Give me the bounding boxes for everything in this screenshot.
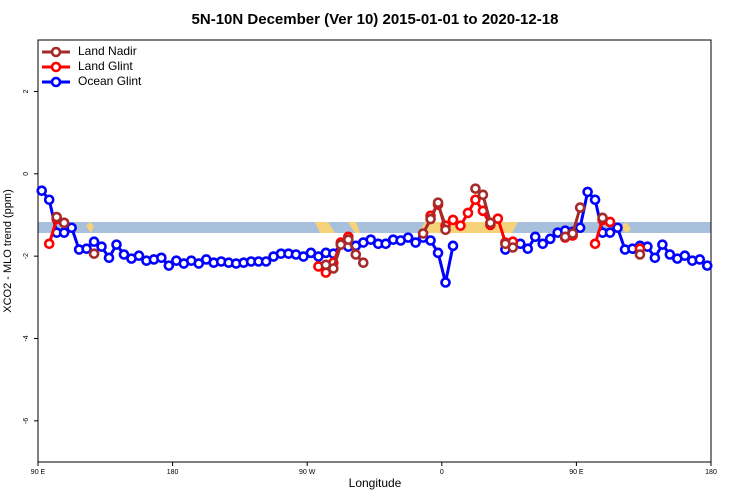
x-tick-label: 90 E [569,469,584,476]
data-point [582,186,593,198]
data-point [522,243,534,255]
data-point [679,250,691,262]
data-point [357,257,369,269]
data-point [103,252,115,264]
data-point [343,234,354,245]
legend-marker [50,61,62,73]
legend-label: Land Glint [78,59,133,73]
data-point [664,249,676,260]
data-point [470,183,481,194]
x-tick-label: 0 [440,469,444,476]
data-point [425,213,436,225]
y-tick-label: -6 [23,418,30,424]
data-point [88,248,100,259]
data-point [507,242,519,253]
data-point [544,233,556,245]
x-tick-label: 90 W [299,469,316,476]
data-point [455,220,466,231]
data-point [36,185,48,196]
plot-frame [37,39,712,463]
data-point [365,234,377,245]
data-point [485,217,496,229]
data-point [701,260,713,271]
data-point [133,250,145,262]
data-point [537,238,549,250]
data-point [118,249,130,260]
data-point [58,217,70,229]
data-point [417,228,429,239]
data-point [88,236,100,248]
data-point [350,249,362,260]
data-point [604,227,616,238]
data-point [694,254,706,265]
data-point [425,235,436,246]
data-point [440,277,451,288]
data-point [470,194,481,206]
x-tick-label: 180 [705,469,717,476]
data-point [477,189,489,201]
data-point [567,228,578,239]
x-tick-label: 90 E [31,469,46,476]
data-point [597,212,608,224]
data-point [432,247,444,259]
land-patch [620,222,631,233]
data-point [51,211,62,223]
y-tick-label: 0 [23,172,30,176]
data-point [410,237,421,248]
data-point [156,252,167,264]
data-point [612,222,623,234]
data-point [111,239,122,250]
data-point [260,256,272,267]
legend-label: Ocean Glint [78,74,142,88]
data-point [634,249,646,260]
data-point [402,232,414,243]
data-point [96,241,107,252]
data-point [589,194,601,206]
data-point [589,238,601,250]
data-point [193,258,205,269]
x-tick-label: 180 [167,469,179,476]
data-point [43,194,55,206]
data-point [440,224,451,236]
y-axis-label: XCO2 - MLO trend (ppm) [2,189,14,312]
legend-marker [50,46,62,58]
data-point [81,243,92,255]
data-point [657,239,668,250]
data-point [649,252,661,264]
data-point [492,213,504,224]
data-point [462,207,474,219]
y-tick-label: 2 [23,89,30,93]
data-point [328,263,339,274]
land-patch [315,222,360,233]
data-point [574,202,586,213]
y-tick-label: -4 [23,335,30,341]
x-axis-label: Longitude [349,476,402,490]
legend-label: Land Nadir [78,44,137,58]
y-tick-label: -2 [23,253,30,259]
data-point [58,227,70,238]
legend-marker [50,76,62,88]
land-patch [86,222,94,233]
data-point [432,197,444,208]
chart-title: 5N-10N December (Ver 10) 2015-01-01 to 2… [192,11,559,28]
ocean-band [38,222,711,233]
data-point [574,222,586,234]
data-point [380,238,392,250]
data-point [43,238,55,250]
data-point [335,239,347,250]
data-point [66,222,77,234]
data-point [447,214,459,226]
data-point [447,240,459,252]
data-point [529,231,541,243]
data-point [163,260,175,271]
data-point [604,216,616,228]
